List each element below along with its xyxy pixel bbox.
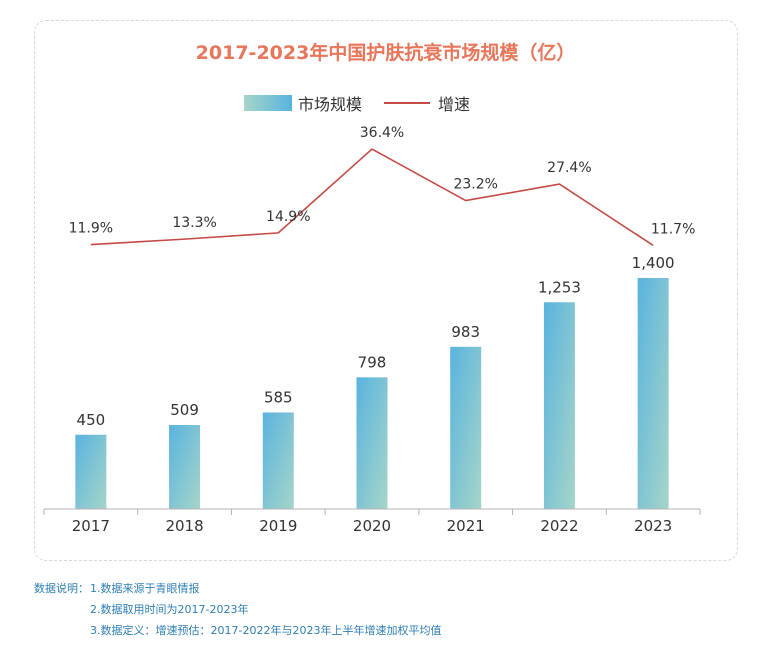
x-tick-label: 2017 (72, 517, 110, 535)
note-item: 1.数据来源于青眼情报 (90, 582, 200, 595)
bar-2017 (75, 434, 107, 509)
growth-value-label: 27.4% (547, 160, 591, 176)
x-tick-label: 2021 (447, 517, 485, 535)
legend-bar-swatch (244, 95, 292, 111)
bar-2020 (356, 377, 388, 509)
growth-value-label: 11.7% (651, 221, 695, 237)
bar-value-label: 1,400 (632, 254, 675, 272)
bar-2018 (169, 425, 201, 509)
bar-value-label: 798 (358, 353, 387, 371)
bar-2022 (543, 302, 575, 509)
chart-frame (34, 20, 738, 561)
bar-value-label: 450 (77, 411, 106, 429)
legend-bar-label: 市场规模 (298, 95, 363, 114)
growth-value-label: 36.4% (360, 125, 404, 141)
bar-2019 (262, 412, 294, 509)
x-tick-label: 2020 (353, 517, 391, 535)
bar-value-label: 585 (264, 388, 293, 406)
x-tick-label: 2023 (634, 517, 672, 535)
legend-line-label: 增速 (438, 95, 471, 114)
legend-line-swatch (384, 102, 431, 104)
growth-value-label: 14.9% (266, 209, 310, 225)
bar-2021 (450, 346, 482, 509)
bar-value-label: 509 (170, 401, 199, 419)
x-tick-label: 2022 (540, 517, 578, 535)
chart-title: 2017-2023年中国护肤抗衰市场规模（亿） (195, 42, 576, 64)
growth-value-label: 13.3% (172, 215, 216, 231)
note-item: 2.数据取用时间为2017-2023年 (90, 603, 249, 616)
note-item: 3.数据定义：增速预估：2017-2022年与2023年上半年增速加权平均值 (90, 624, 442, 637)
bar-value-label: 983 (451, 323, 480, 341)
x-tick-label: 2018 (165, 517, 203, 535)
growth-line (90, 148, 654, 247)
bar-2023 (637, 278, 669, 509)
growth-value-label: 11.9% (69, 221, 113, 237)
x-tick-label: 2019 (259, 517, 297, 535)
chart-legend: 市场规模 增速 (244, 91, 470, 115)
notes-label: 数据说明： (34, 582, 89, 595)
bar-value-label: 1,253 (538, 278, 581, 296)
growth-value-label: 23.2% (453, 177, 497, 193)
data-notes: 数据说明： 1.数据来源于青眼情报 2.数据取用时间为2017-2023年 3.… (34, 578, 441, 641)
